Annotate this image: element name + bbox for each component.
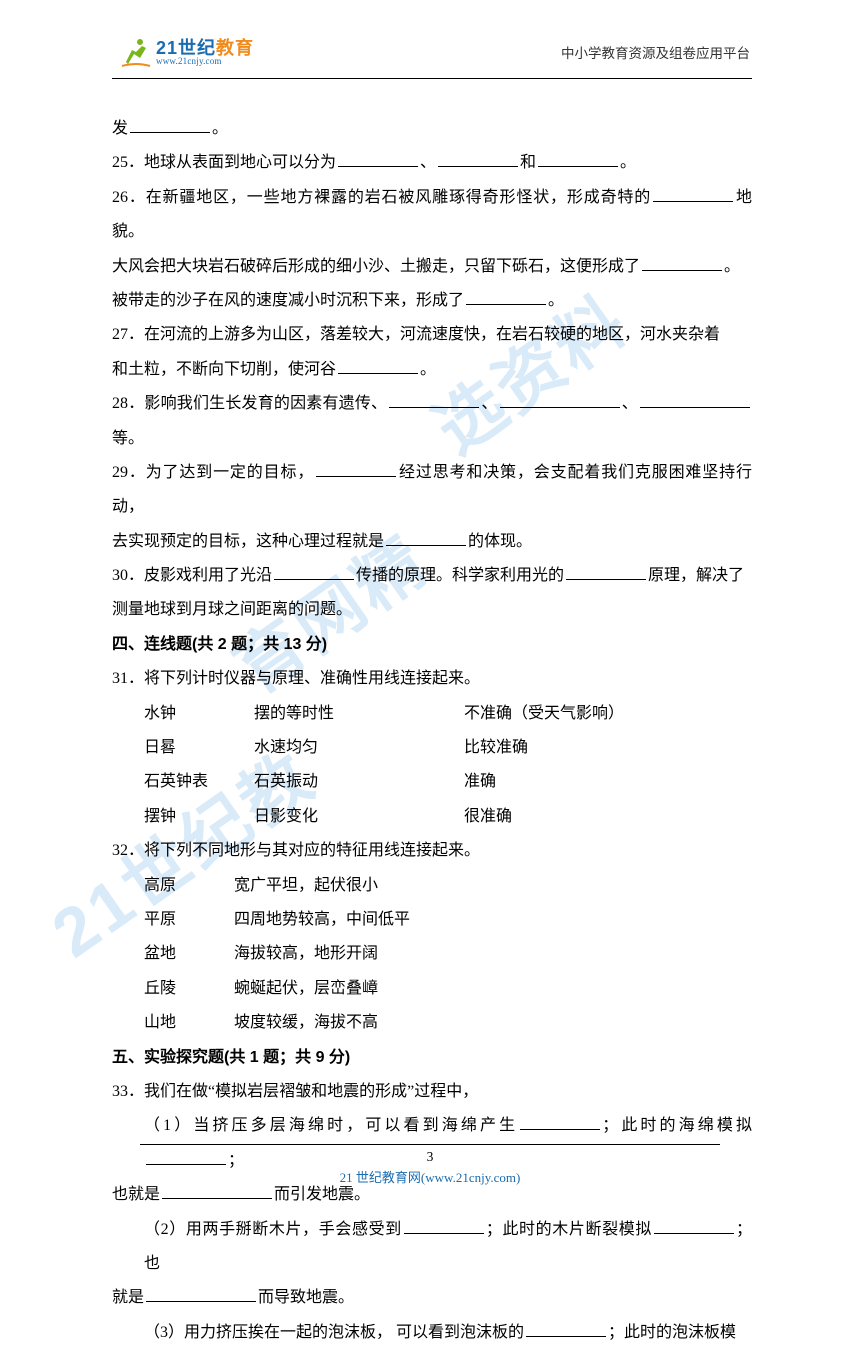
q26-line1: 26．在新疆地区，一些地方裸露的岩石被风雕琢得奇形怪状，形成奇特的地貌。 [112, 181, 752, 250]
match-row: 盆地海拔较高，地形开阔 [144, 937, 752, 971]
q29-line1: 29．为了达到一定的目标，经过思考和决策，会支配着我们克服困难坚持行动， [112, 456, 752, 525]
section-4-title: 四、连线题(共 2 题；共 13 分) [112, 628, 752, 662]
page-footer: 3 21 世纪教育网(www.21cnjy.com) [0, 1144, 860, 1186]
line-fa: 发。 [112, 112, 752, 146]
match-row: 摆钟日影变化很准确 [144, 800, 752, 834]
footer-divider [140, 1144, 720, 1145]
q26-line2: 大风会把大块岩石破碎后形成的细小沙、土搬走，只留下砾石，这便形成了。 [112, 250, 752, 284]
q28: 28．影响我们生长发育的因素有遗传、、、等。 [112, 387, 752, 456]
q32: 32．将下列不同地形与其对应的特征用线连接起来。 [112, 834, 752, 868]
q27-line2: 和土粒，不断向下切削，使河谷。 [112, 353, 752, 387]
q33-2b: 就是而导致地震。 [112, 1281, 752, 1315]
q30-line1: 30．皮影戏利用了光沿传播的原理。科学家利用光的原理，解决了 [112, 559, 752, 593]
q33-2a: （2）用两手掰断木片，手会感受到；此时的木片断裂模拟；也 [112, 1213, 752, 1282]
logo-url: www.21cnjy.com [156, 57, 254, 66]
q29-line2: 去实现预定的目标，这种心理过程就是的体现。 [112, 525, 752, 559]
match-row: 丘陵蜿蜒起伏，层峦叠嶂 [144, 972, 752, 1006]
footer-url: 21 世纪教育网(www.21cnjy.com) [0, 1167, 860, 1186]
q32-matches: 高原宽广平坦，起伏很小 平原四周地势较高，中间低平 盆地海拔较高，地形开阔 丘陵… [112, 869, 752, 1041]
logo-runner-icon [120, 36, 152, 68]
logo: 21世纪教育 www.21cnjy.com [120, 36, 254, 68]
match-row: 日晷水速均匀比较准确 [144, 731, 752, 765]
logo-title: 21世纪教育 [156, 39, 254, 57]
section-5-title: 五、实验探究题(共 1 题；共 9 分) [112, 1041, 752, 1075]
q30-line2: 测量地球到月球之间距离的问题。 [112, 593, 752, 627]
match-row: 山地坡度较缓，海拔不高 [144, 1006, 752, 1040]
header-platform-text: 中小学教育资源及组卷应用平台 [561, 42, 750, 62]
q26-line3: 被带走的沙子在风的速度减小时沉积下来，形成了。 [112, 284, 752, 318]
q33-3: （3）用力挤压挨在一起的泡沫板， 可以看到泡沫板的；此时的泡沫板模 [112, 1316, 752, 1350]
q25: 25．地球从表面到地心可以分为、和。 [112, 146, 752, 180]
q31: 31．将下列计时仪器与原理、准确性用线连接起来。 [112, 662, 752, 696]
page-header: 21世纪教育 www.21cnjy.com 中小学教育资源及组卷应用平台 [0, 36, 860, 68]
match-row: 石英钟表石英振动准确 [144, 765, 752, 799]
match-row: 水钟摆的等时性不准确（受天气影响） [144, 697, 752, 731]
q31-matches: 水钟摆的等时性不准确（受天气影响） 日晷水速均匀比较准确 石英钟表石英振动准确 … [112, 697, 752, 835]
match-row: 平原四周地势较高，中间低平 [144, 903, 752, 937]
q27-line1: 27．在河流的上游多为山区，落差较大，河流速度快，在岩石较硬的地区，河水夹杂着 [112, 318, 752, 352]
match-row: 高原宽广平坦，起伏很小 [144, 869, 752, 903]
q33: 33．我们在做“模拟岩层褶皱和地震的形成”过程中， [112, 1075, 752, 1109]
header-divider [112, 78, 752, 79]
page-number: 3 [0, 1149, 860, 1165]
